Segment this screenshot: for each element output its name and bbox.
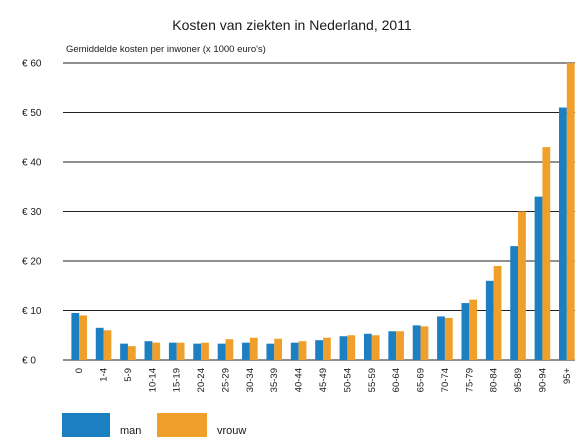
bar-vrouw-25-29 [225,339,234,360]
x-tick-label: 70-74 [440,368,451,392]
y-tick-label: € 10 [22,306,42,317]
bar-vrouw-90-94 [542,147,551,360]
bar-vrouw-75-79 [469,299,478,360]
x-tick-label: 95-89 [513,368,524,392]
bar-vrouw-95+ [566,63,575,360]
bar-man-95-89 [510,246,519,360]
y-tick-label: € 40 [22,158,42,169]
y-tick-label: € 50 [22,108,42,119]
x-tick-label: 60-64 [391,368,402,392]
x-axis-ticks: 0 1-4 5-9 10-14 15-19 20-24 25-29 30-34 35-39 40-… [74,368,573,393]
legend-label-vrouw: vrouw [217,425,246,437]
chart-title: Kosten van ziekten in Nederland, 2011 [172,17,412,33]
bar-man-20-24 [193,343,202,360]
x-tick-label: 90-94 [537,368,548,392]
bar-man-10-14 [144,341,153,360]
x-tick-label: 50-54 [342,368,353,392]
x-tick-label: 45-49 [318,368,329,392]
x-tick-label: 20-24 [196,368,207,392]
x-tick-label: 0 [74,368,85,373]
bar-man-0 [71,312,80,360]
bar-vrouw-5-9 [127,346,136,360]
bar-man-80-84 [485,280,494,360]
x-tick-label: 75-79 [464,368,475,392]
bar-vrouw-80-84 [493,265,502,360]
x-tick-label: 25-29 [220,368,231,392]
bar-vrouw-95-89 [518,211,526,360]
x-tick-label: 10-14 [147,368,158,392]
bar-man-75-79 [461,303,470,360]
bar-vrouw-1-4 [103,330,112,360]
gridlines [63,62,575,361]
y-tick-label: € 60 [22,59,42,70]
bar-vrouw-35-39 [274,338,283,360]
x-tick-label: 1-4 [99,368,110,382]
bar-vrouw-10-14 [152,342,161,360]
x-tick-label: 95+ [562,368,573,385]
bar-man-60-64 [388,331,397,360]
bar-man-35-39 [266,343,275,360]
bar-man-45-49 [315,340,323,360]
bar-vrouw-65-69 [420,326,429,360]
bar-vrouw-15-19 [176,342,185,360]
bar-man-40-44 [290,342,299,360]
bar-man-15-19 [168,342,177,360]
x-tick-label: 65-69 [416,368,427,392]
bar-vrouw-70-74 [444,317,453,360]
bar-vrouw-0 [79,315,87,360]
x-tick-label: 55-59 [367,368,378,392]
bar-vrouw-55-59 [371,335,380,360]
bar-man-95+ [559,107,567,360]
legend-swatch-vrouw [157,413,207,437]
x-tick-label: 40-44 [294,368,305,392]
bar-vrouw-40-44 [298,341,307,360]
bar-man-30-34 [242,342,250,360]
bar-vrouw-20-24 [201,342,209,360]
bar-vrouw-45-49 [323,337,331,360]
bar-man-25-29 [217,343,226,360]
bar-vrouw-60-64 [396,331,404,360]
bar-man-65-69 [412,325,421,360]
chart-subtitle: Gemiddelde kosten per inwoner (x 1000 eu… [66,44,266,55]
legend-swatch-man [62,413,110,437]
bar-man-90-94 [534,196,543,360]
bar-man-5-9 [120,343,128,360]
y-axis-ticks: € 0 € 10 € 20 € 30 € 40 € 50 € 60 [22,59,42,367]
legend: man vrouw [62,413,246,437]
x-tick-label: 35-39 [269,368,280,392]
legend-label-man: man [120,425,141,437]
bar-man-50-54 [339,336,348,360]
y-tick-label: € 20 [22,257,42,268]
y-tick-label: € 0 [22,356,36,367]
x-tick-label: 30-34 [245,368,256,392]
bar-vrouw-30-34 [249,337,258,360]
bars [71,63,575,360]
x-tick-label: 80-84 [489,368,500,392]
bar-vrouw-50-54 [347,335,356,360]
bar-man-70-74 [437,316,445,360]
y-tick-label: € 30 [22,207,42,218]
x-tick-label: 5-9 [123,368,134,382]
bar-man-55-59 [363,333,372,360]
x-tick-label: 15-19 [172,368,183,392]
bar-man-1-4 [95,327,104,360]
